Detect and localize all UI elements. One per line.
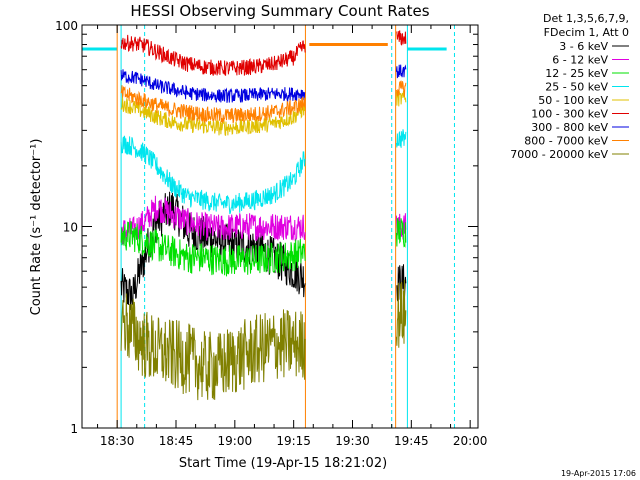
series-line-12-25-kev-segment-2	[395, 217, 407, 248]
series-line-7000-20000-kev-segment-2	[395, 279, 407, 348]
x-tick-label-3: 19:15	[276, 434, 311, 448]
y-tick-label-2: 100	[55, 19, 78, 33]
y-tick-label-0: 1	[70, 422, 78, 436]
legend-label-25-50-kev: 25 - 50 keV	[545, 81, 608, 94]
series-layer	[120, 30, 407, 401]
series-line-25-50-kev	[120, 135, 306, 215]
x-tick-label-1: 18:45	[159, 434, 194, 448]
legend-label-50-100-kev: 50 - 100 keV	[538, 94, 608, 107]
legend-label-7000-20000-kev: 7000 - 20000 keV	[510, 148, 608, 161]
timestamp: 19-Apr-2015 17:06	[561, 469, 636, 478]
y-tick-label-1: 10	[63, 221, 78, 235]
x-tick-label-4: 19:30	[335, 434, 370, 448]
series-line-25-50-kev-segment-2	[395, 129, 407, 148]
legend-label-800-7000-kev: 800 - 7000 keV	[524, 135, 608, 148]
y-axis-label: Count Rate (s⁻¹ detector⁻¹)	[29, 139, 44, 316]
legend-header-line-1: Det 1,3,5,6,7,9,	[543, 12, 629, 25]
series-line-12-25-kev	[120, 220, 306, 277]
legend-label-300-800-kev: 300 - 800 keV	[531, 121, 608, 134]
legend-label-6-12-kev: 6 - 12 keV	[552, 54, 608, 67]
x-tick-label-6: 20:00	[453, 434, 488, 448]
x-tick-label-5: 19:45	[394, 434, 429, 448]
series-line-800-7000-kev	[120, 85, 306, 124]
series-line-100-300-kev-segment-2	[396, 30, 407, 46]
y-axis-ticks: 1 10 100	[55, 19, 478, 436]
chart-title: HESSI Observing Summary Count Rates	[130, 2, 429, 20]
x-tick-label-2: 19:00	[218, 434, 253, 448]
legend-header-line-2: FDecim 1, Att 0	[544, 26, 629, 39]
legend-label-100-300-kev: 100 - 300 keV	[531, 108, 608, 121]
x-axis-label: Start Time (19-Apr-15 18:21:02)	[179, 456, 387, 471]
series-line-300-800-kev	[120, 69, 306, 103]
series-line-100-300-kev	[120, 34, 306, 77]
x-tick-label-0: 18:30	[100, 434, 135, 448]
series-line-7000-20000-kev	[120, 293, 306, 401]
legend-label-12-25-kev: 12 - 25 keV	[545, 67, 608, 80]
series-line-300-800-kev-segment-2	[395, 64, 407, 79]
legend-label-3-6-kev: 3 - 6 keV	[559, 40, 608, 53]
x-axis-ticks: 18:30 18:45 19:00 19:15 19:30 19:45 20:00	[97, 25, 488, 448]
series-line-800-7000-kev-segment-2	[395, 80, 407, 97]
series-line-6-12-kev	[120, 195, 306, 245]
